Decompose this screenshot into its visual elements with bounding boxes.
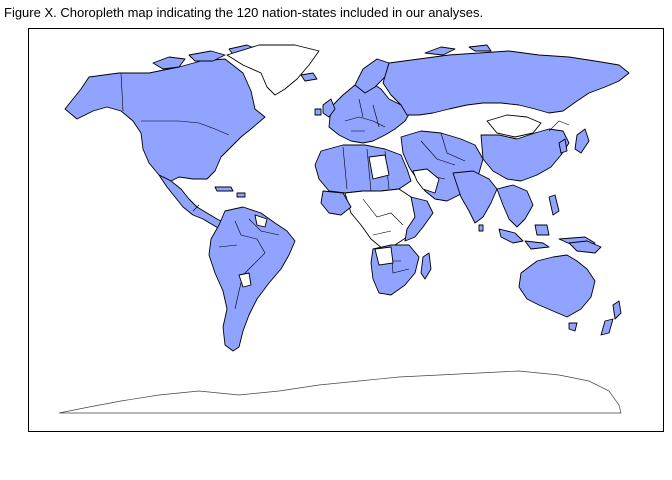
border-europe <box>344 98 386 132</box>
region-mongolia <box>486 114 542 138</box>
region-south-asia <box>452 170 498 224</box>
region-north-america <box>64 58 266 182</box>
border-us-canada <box>141 120 230 136</box>
region-angola-zambia <box>374 246 394 266</box>
region-philippines <box>548 194 560 216</box>
region-east-africa <box>404 196 434 242</box>
region-north-africa <box>314 144 412 194</box>
region-saudi-arabia <box>412 168 440 194</box>
map-frame <box>28 28 664 432</box>
region-tasmania <box>568 322 578 332</box>
border-china <box>548 120 570 132</box>
region-southeast-asia <box>496 184 534 228</box>
region-south-america <box>208 206 296 352</box>
region-west-africa <box>320 190 352 216</box>
region-paraguay <box>238 272 252 288</box>
world-map <box>58 44 630 414</box>
region-uk-ireland <box>314 98 336 118</box>
region-antarctica <box>58 370 622 414</box>
border-south-america <box>218 218 280 310</box>
region-russia-islands <box>424 44 492 56</box>
border-central-africa <box>362 198 404 236</box>
region-new-guinea <box>568 240 602 254</box>
region-suriname-guyana <box>254 214 268 228</box>
region-new-zealand <box>600 300 622 336</box>
region-sri-lanka <box>478 224 484 232</box>
border-alaska <box>120 72 124 112</box>
region-china <box>480 128 570 182</box>
border-mexico <box>192 204 200 212</box>
region-japan <box>574 128 590 154</box>
figure-title: Figure X. Choropleth map indicating the … <box>4 5 484 20</box>
region-caribbean <box>214 186 246 198</box>
region-russia <box>382 50 630 116</box>
region-greenland <box>226 44 320 96</box>
region-madagascar <box>420 252 432 280</box>
region-australia <box>518 254 596 318</box>
region-libya <box>368 154 390 180</box>
region-korea <box>558 138 568 154</box>
region-mexico-central-america <box>158 174 230 232</box>
region-iceland <box>300 72 318 82</box>
region-scandinavia <box>354 58 390 94</box>
